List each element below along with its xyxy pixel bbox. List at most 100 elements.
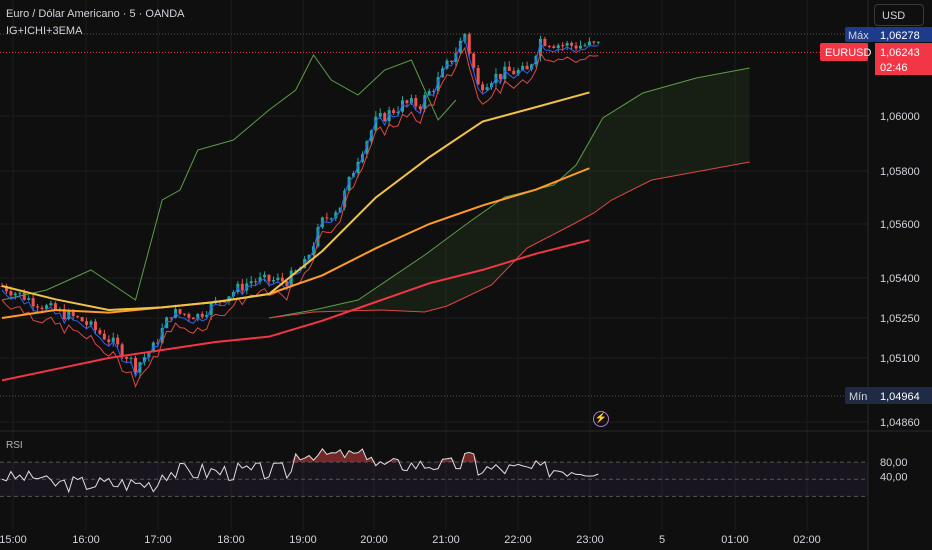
candle xyxy=(36,306,40,308)
candle xyxy=(85,321,89,325)
candle xyxy=(530,64,534,70)
candle xyxy=(102,333,106,340)
candle xyxy=(516,70,520,75)
candle xyxy=(116,337,120,345)
candle xyxy=(200,313,204,317)
rsi-tick-label: 40,00 xyxy=(880,471,908,483)
candle xyxy=(271,280,275,282)
candle xyxy=(401,100,404,112)
candle xyxy=(71,311,75,317)
candle xyxy=(485,87,489,91)
candle xyxy=(543,38,547,46)
candle xyxy=(31,298,35,307)
min-badge xyxy=(845,387,875,404)
candle xyxy=(276,277,280,281)
ichimoku-chikou xyxy=(1,54,457,301)
symbol-badge xyxy=(820,43,868,61)
candle xyxy=(307,255,311,259)
y-tick-label: 1,05250 xyxy=(880,313,920,325)
candle xyxy=(76,316,80,318)
max-badge xyxy=(845,27,875,42)
candle xyxy=(467,33,471,54)
candle xyxy=(165,317,169,329)
x-tick-label: 19:00 xyxy=(289,534,317,546)
candle xyxy=(565,42,569,46)
lightning-icon[interactable]: ⚡ xyxy=(593,411,609,427)
candle xyxy=(449,60,453,62)
candle xyxy=(329,218,333,220)
candle xyxy=(147,352,151,358)
rsi-label: RSI xyxy=(6,440,23,451)
candle xyxy=(249,281,253,284)
ema-fast-line xyxy=(1,91,590,312)
candle xyxy=(49,303,53,306)
countdown: 02:46 xyxy=(880,62,908,74)
candle xyxy=(178,309,182,314)
y-tick-label: 1,04860 xyxy=(880,417,920,429)
candle xyxy=(285,281,289,287)
candle xyxy=(182,313,186,315)
candle xyxy=(418,106,422,110)
candle xyxy=(80,317,84,322)
indicator-list[interactable]: IG+ICHI+3EMA xyxy=(6,25,83,37)
candle xyxy=(423,95,427,110)
candle xyxy=(142,357,146,363)
candle xyxy=(387,110,391,122)
candle xyxy=(231,292,235,297)
candle xyxy=(498,73,502,80)
ichimoku-cloud xyxy=(269,68,750,318)
candle xyxy=(209,303,213,316)
candle xyxy=(392,110,396,114)
rsi-tick-label: 80,00 xyxy=(880,457,908,469)
symbol-label: EURUSD xyxy=(825,47,872,59)
candle xyxy=(458,40,462,54)
candle xyxy=(592,41,596,43)
candle xyxy=(432,90,436,92)
candle xyxy=(169,317,173,319)
min-value: 1,04964 xyxy=(880,391,920,403)
candle xyxy=(280,277,284,282)
candle xyxy=(556,45,560,48)
candle xyxy=(352,172,356,177)
last-value-badge xyxy=(875,43,932,75)
candle xyxy=(263,274,267,278)
currency-button[interactable]: USD xyxy=(874,4,924,26)
x-tick-label: 23:00 xyxy=(576,534,604,546)
candle xyxy=(378,113,382,117)
candle xyxy=(525,65,529,70)
x-tick-label: 01:00 xyxy=(721,534,749,546)
candle xyxy=(156,342,160,344)
candle xyxy=(196,313,200,320)
candle xyxy=(570,42,574,46)
candle xyxy=(254,281,258,283)
x-tick-label: 17:00 xyxy=(144,534,172,546)
candle xyxy=(13,293,17,296)
candle xyxy=(134,357,137,373)
candle xyxy=(574,45,578,49)
candle xyxy=(129,357,133,359)
x-tick-label: 22:00 xyxy=(504,534,532,546)
candle xyxy=(316,227,320,247)
candle xyxy=(334,212,338,219)
candle xyxy=(343,190,347,208)
candle xyxy=(294,270,298,272)
candle xyxy=(481,84,485,91)
candle xyxy=(369,130,373,142)
min-label: Mín xyxy=(849,391,867,403)
candle xyxy=(503,66,507,80)
candle xyxy=(89,321,93,325)
candle xyxy=(267,274,271,282)
candle xyxy=(9,291,13,296)
candle xyxy=(62,309,66,320)
candle xyxy=(289,270,293,287)
x-tick-label: 18:00 xyxy=(217,534,245,546)
candle xyxy=(472,53,476,68)
candle xyxy=(347,176,351,191)
candle xyxy=(365,141,369,155)
candle xyxy=(205,315,209,317)
candle xyxy=(538,38,542,57)
candle xyxy=(223,301,226,303)
candle xyxy=(4,286,8,292)
min-value-badge xyxy=(875,387,932,404)
